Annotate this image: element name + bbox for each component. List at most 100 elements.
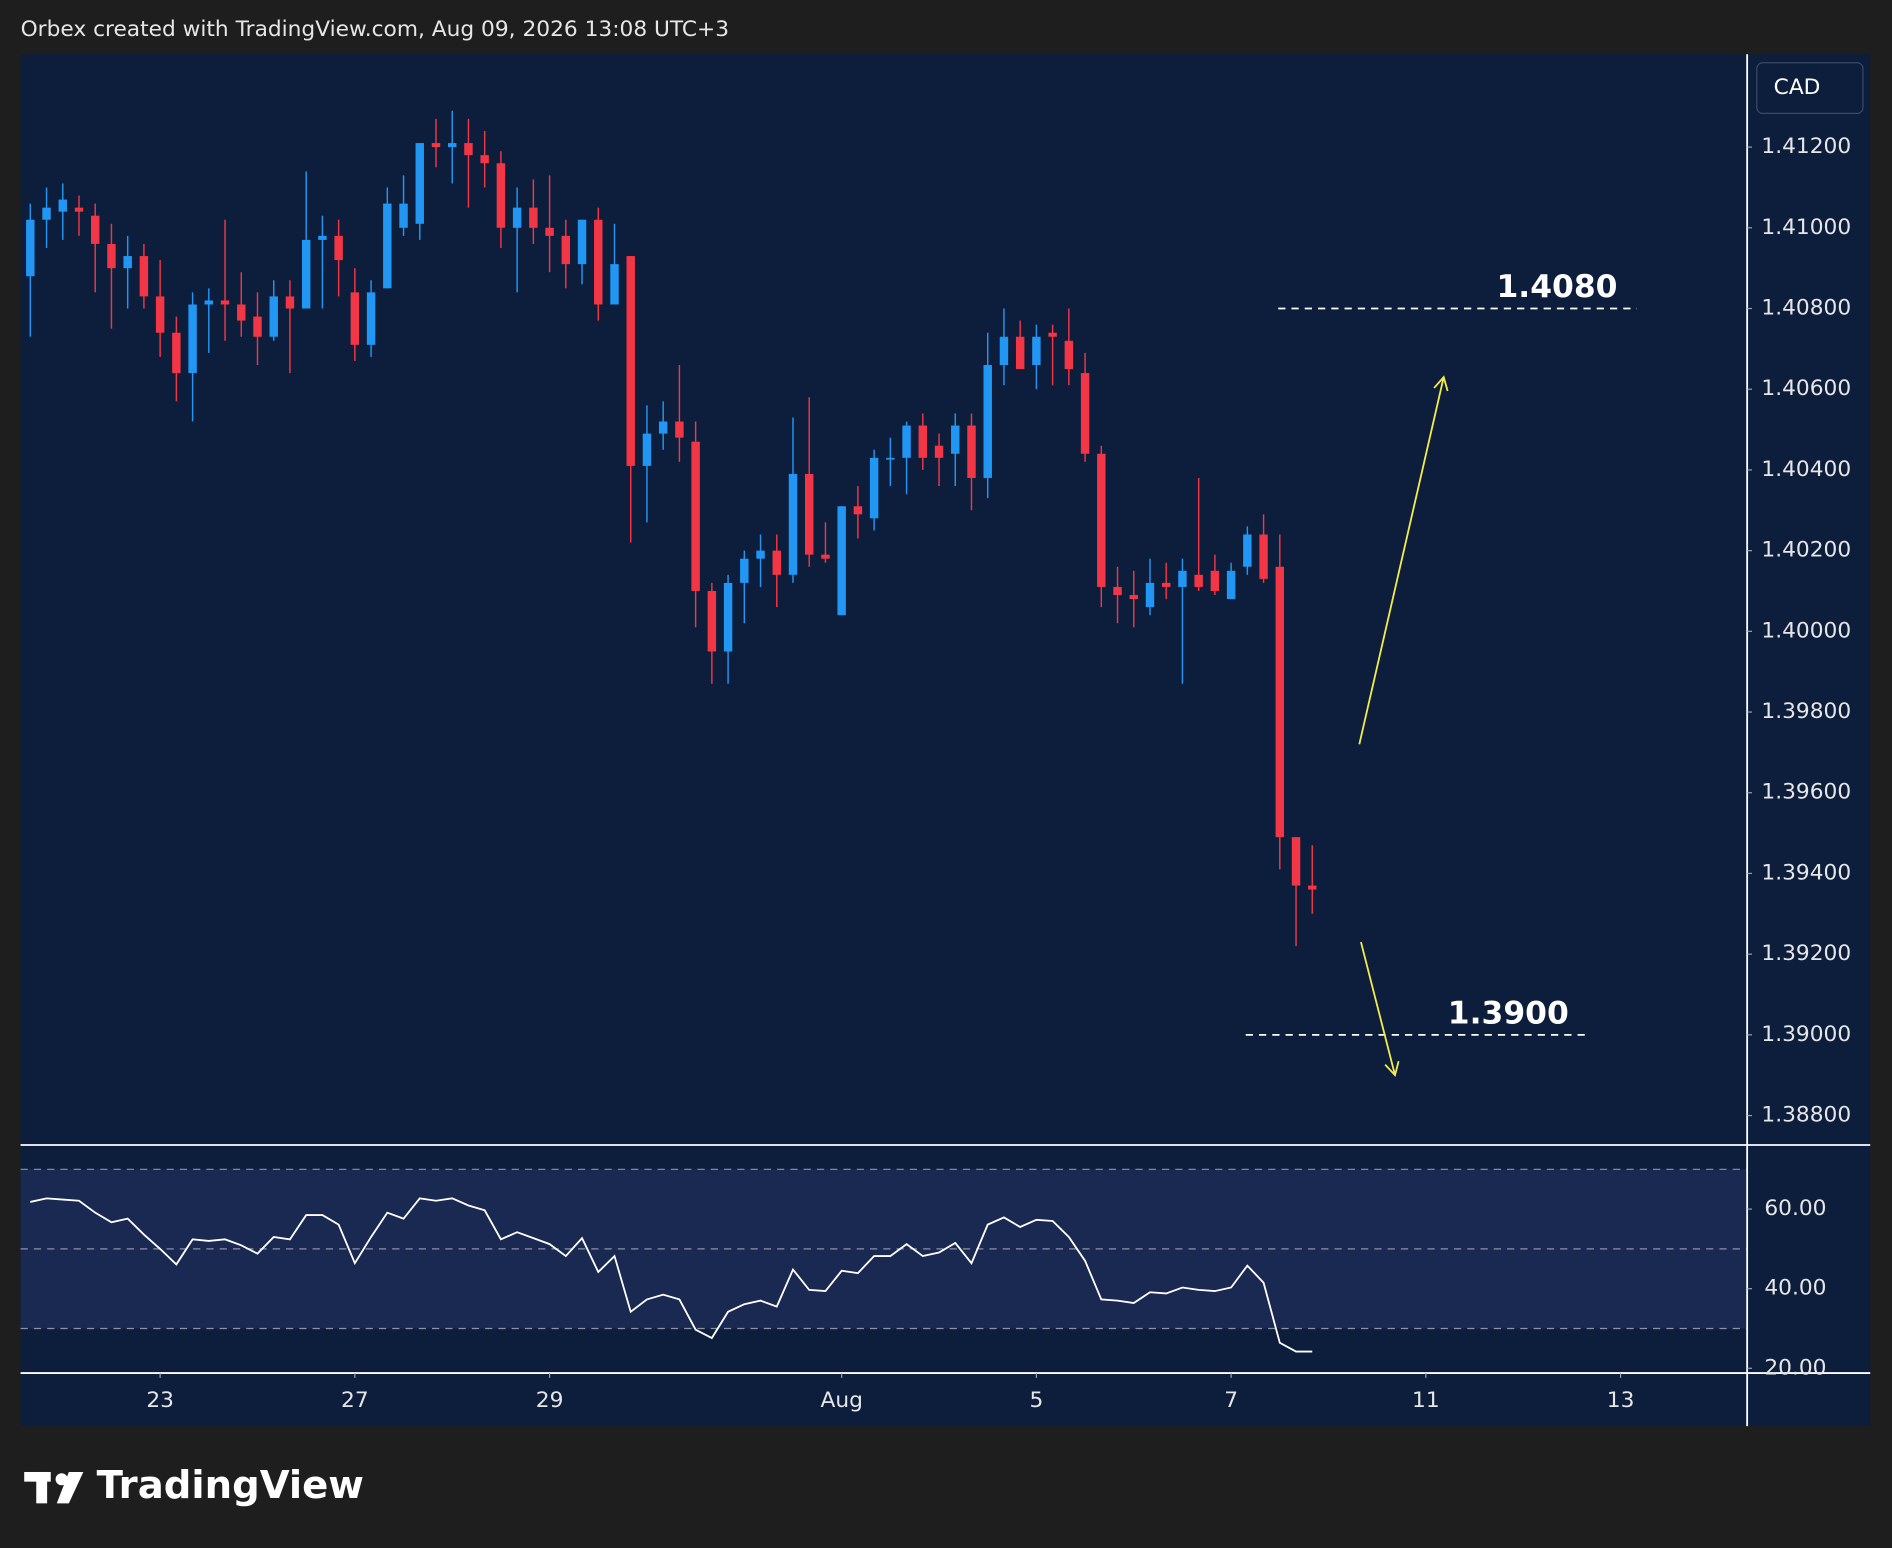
candle-body xyxy=(1291,837,1301,886)
candle-body xyxy=(853,506,863,515)
candle-body xyxy=(107,243,116,269)
candle-body xyxy=(42,207,51,220)
candle-body xyxy=(1259,534,1268,579)
candle-body xyxy=(740,558,749,583)
candle-body xyxy=(512,207,522,228)
candle-body xyxy=(1275,566,1285,838)
x-tick-label: 7 xyxy=(1224,1388,1238,1413)
candle-body xyxy=(1243,534,1252,567)
candle-body xyxy=(447,143,457,148)
candle-body xyxy=(804,473,814,555)
candle-body xyxy=(1048,332,1057,337)
candle-body xyxy=(594,219,603,305)
candle-body xyxy=(934,445,944,458)
candle-body xyxy=(707,590,717,652)
candle-body xyxy=(350,292,360,345)
candle-body xyxy=(561,235,571,265)
currency-label: CAD xyxy=(1774,75,1821,100)
candle-body xyxy=(26,219,35,277)
candle-body xyxy=(318,235,327,240)
candle-body xyxy=(204,300,214,305)
rsi-tick-label: 40.00 xyxy=(1764,1276,1826,1301)
candle-body xyxy=(772,550,781,575)
candle-body xyxy=(188,304,197,374)
rsi-tick-label: 60.00 xyxy=(1764,1196,1826,1221)
candle-body xyxy=(1113,586,1122,596)
candle-body xyxy=(123,256,132,269)
x-tick-label: 29 xyxy=(536,1388,564,1413)
candle-body xyxy=(269,296,278,337)
y-tick-label: 1.39400 xyxy=(1761,860,1851,885)
x-tick-label: Aug xyxy=(820,1388,862,1413)
candle-body xyxy=(431,143,441,148)
candle-body xyxy=(869,457,879,519)
candle-body xyxy=(902,425,911,458)
candle-body xyxy=(1097,453,1106,587)
y-tick-label: 1.40400 xyxy=(1761,457,1851,482)
candle-body xyxy=(285,296,295,309)
x-tick-label: 23 xyxy=(146,1388,174,1413)
candle-body xyxy=(577,219,587,265)
x-tick-label: 5 xyxy=(1029,1388,1043,1413)
candle-body xyxy=(658,421,668,434)
y-tick-label: 1.39200 xyxy=(1761,941,1851,966)
candle-body xyxy=(58,199,67,212)
candle-body xyxy=(642,433,652,466)
candle-body xyxy=(366,292,376,345)
y-tick-label: 1.40800 xyxy=(1761,296,1851,321)
candle-body xyxy=(837,506,846,616)
candle-body xyxy=(1194,574,1203,587)
candle-body xyxy=(1064,340,1074,370)
candle-body xyxy=(545,227,554,236)
y-tick-label: 1.40200 xyxy=(1761,538,1851,563)
y-tick-label: 1.38800 xyxy=(1761,1103,1851,1128)
y-tick-label: 1.39800 xyxy=(1761,699,1851,724)
level-label: 1.3900 xyxy=(1448,995,1569,1031)
rsi-line xyxy=(30,1197,1313,1353)
candle-body xyxy=(999,336,1009,366)
candle-body xyxy=(155,296,165,333)
candle-body xyxy=(253,316,262,337)
candle-body xyxy=(1080,373,1090,454)
candle-body xyxy=(74,207,84,212)
y-tick-label: 1.39600 xyxy=(1761,780,1851,805)
candle-body xyxy=(480,155,489,164)
header: Orbex created with TradingView.com, Aug … xyxy=(21,17,729,42)
candle-body xyxy=(967,425,976,478)
candle-body xyxy=(237,304,246,321)
level-label: 1.4080 xyxy=(1496,269,1617,305)
logo-icon xyxy=(24,1471,84,1504)
candle-body xyxy=(756,550,765,559)
candle-body xyxy=(723,582,733,652)
arrow xyxy=(1360,941,1400,1078)
candle-body xyxy=(383,203,392,289)
candle-body xyxy=(1015,336,1025,370)
candle-body xyxy=(626,256,635,466)
y-tick-label: 1.41200 xyxy=(1761,134,1851,159)
panel: 1.38800 1.39000 1.39200 1.39400 1.39600 1.398… xyxy=(20,54,1871,1427)
candle-body xyxy=(220,300,230,305)
candle-body xyxy=(1145,582,1155,608)
candle-body xyxy=(1308,885,1317,890)
y-tick-label: 1.39000 xyxy=(1761,1022,1851,1047)
candle-body xyxy=(496,163,506,228)
candle-body xyxy=(691,441,700,591)
y-tick-label: 1.40600 xyxy=(1761,376,1851,401)
candle-body xyxy=(399,203,408,228)
candle-body xyxy=(918,425,928,458)
logo-text: TradingView xyxy=(97,1463,364,1508)
candle-body xyxy=(415,143,424,224)
candle-body xyxy=(983,365,992,478)
candle-body xyxy=(951,425,960,454)
candle-body xyxy=(464,143,473,156)
candle-body xyxy=(1226,570,1236,600)
candle-body xyxy=(886,457,895,460)
candle-body xyxy=(1178,570,1187,587)
candle-body xyxy=(529,207,538,228)
x-tick-label: 11 xyxy=(1412,1388,1440,1413)
candle-body xyxy=(821,554,830,559)
candle-body xyxy=(675,421,684,438)
candle-body xyxy=(1161,582,1171,587)
rsi-tick-label: 20.00 xyxy=(1764,1355,1826,1380)
